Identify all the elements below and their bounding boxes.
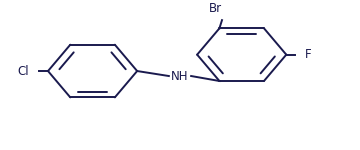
Text: NH: NH	[171, 69, 189, 82]
Text: Cl: Cl	[18, 64, 29, 78]
Text: Br: Br	[208, 2, 222, 15]
Text: F: F	[305, 48, 312, 61]
